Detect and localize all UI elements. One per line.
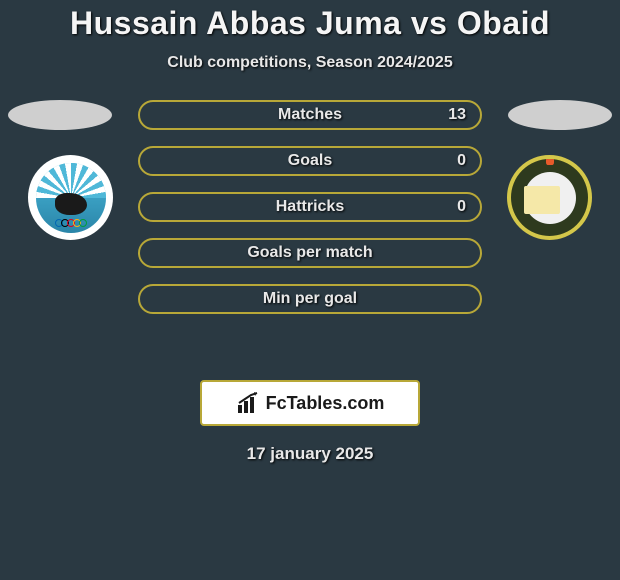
stat-row: Matches 13	[138, 100, 482, 130]
right-badge-scroll-icon	[524, 186, 560, 214]
left-club-badge	[28, 155, 113, 240]
left-badge-rings-icon	[51, 219, 91, 229]
right-club-badge	[507, 155, 592, 240]
right-player-shadow	[508, 100, 612, 130]
stat-label: Matches	[278, 106, 342, 124]
stats-list: Matches 13 Goals 0 Hattricks 0 Goals per match…	[138, 100, 482, 330]
ring-icon	[79, 219, 87, 227]
stat-value-right: 13	[448, 106, 466, 124]
left-badge-animal-icon	[55, 193, 87, 215]
site-name: FcTables.com	[266, 393, 385, 414]
stat-value-right: 0	[457, 152, 466, 170]
stat-value-right: 0	[457, 198, 466, 216]
right-badge-torch-icon	[546, 155, 554, 165]
stat-label: Goals per match	[247, 244, 372, 262]
comparison-area: Matches 13 Goals 0 Hattricks 0 Goals per match…	[0, 100, 620, 380]
stat-row: Goals per match	[138, 238, 482, 268]
stat-label: Hattricks	[276, 198, 344, 216]
page-title: Hussain Abbas Juma vs Obaid	[0, 5, 620, 42]
left-player-shadow	[8, 100, 112, 130]
right-badge-ball-icon	[524, 172, 576, 224]
stat-label: Goals	[288, 152, 332, 170]
left-badge-inner	[36, 163, 106, 233]
site-attribution[interactable]: FcTables.com	[200, 380, 420, 426]
stat-row: Hattricks 0	[138, 192, 482, 222]
stat-row: Goals 0	[138, 146, 482, 176]
chart-icon	[236, 391, 260, 415]
subtitle: Club competitions, Season 2024/2025	[0, 54, 620, 72]
stat-row: Min per goal	[138, 284, 482, 314]
stat-label: Min per goal	[263, 290, 357, 308]
date-label: 17 january 2025	[0, 444, 620, 464]
